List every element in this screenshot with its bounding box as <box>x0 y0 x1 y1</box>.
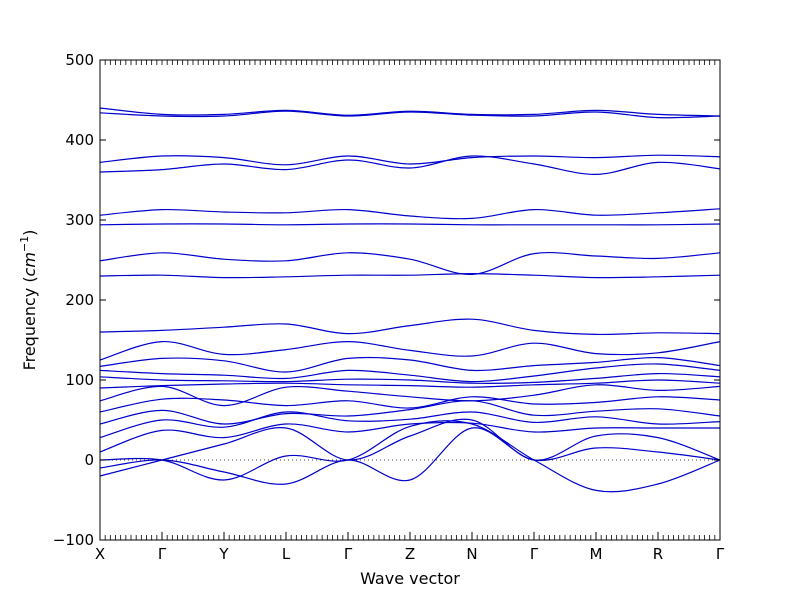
y-axis-label-exponent: −1 <box>18 236 31 252</box>
x-tick-label: Γ <box>158 545 167 563</box>
x-tick-label: Γ <box>344 545 353 563</box>
y-tick-label: −100 <box>53 531 94 549</box>
phonon-branch-12 <box>99 363 721 383</box>
phonon-branch-5 <box>99 208 721 220</box>
plot-frame <box>99 59 721 541</box>
phonon-branch-16 <box>99 396 721 413</box>
phonon-branch-14 <box>99 379 721 389</box>
phonon-branch-8 <box>99 272 721 279</box>
y-tick-label: 0 <box>84 451 94 469</box>
x-tick-label: R <box>653 545 663 563</box>
x-tick-label: M <box>590 545 603 563</box>
phonon-branch-7 <box>99 251 721 276</box>
y-axis-label-close: ) <box>20 230 39 236</box>
phonon-branch-9 <box>99 318 721 336</box>
y-tick-label: 400 <box>65 131 94 149</box>
y-tick-label: 200 <box>65 291 94 309</box>
phonon-branch-3 <box>99 154 721 166</box>
y-axis-label-unit: cm <box>20 252 39 276</box>
x-tick-label: L <box>282 545 291 563</box>
x-tick-label: N <box>466 545 477 563</box>
phonon-branch-22 <box>99 420 721 493</box>
x-tick-label: Γ <box>530 545 539 563</box>
x-tick-label: Y <box>218 545 229 563</box>
y-axis-label: Frequency (cm−1) <box>18 230 39 371</box>
phonon-branch-17 <box>99 400 721 425</box>
phonon-branch-10 <box>99 340 721 361</box>
y-axis-ticks: −100 0 100 200 300 400 500 <box>53 51 720 549</box>
phonon-branch-6 <box>99 223 721 226</box>
minor-tick-marks <box>99 60 721 540</box>
phonon-branch-21 <box>99 427 721 485</box>
x-tick-label: X <box>95 545 105 563</box>
y-tick-label: 300 <box>65 211 94 229</box>
phonon-branch-13 <box>99 372 721 384</box>
phonon-branch-15 <box>99 384 721 407</box>
x-tick-label: Z <box>405 545 415 563</box>
phonon-branch-2 <box>99 110 721 119</box>
phonon-branch-1 <box>99 107 721 117</box>
phonon-branch-18 <box>99 411 721 439</box>
x-axis-label: Wave vector <box>360 569 460 588</box>
series-layer <box>99 107 721 493</box>
phonon-branch-19 <box>99 421 720 453</box>
y-tick-label: 500 <box>65 51 94 69</box>
phonon-branch-20 <box>99 418 721 477</box>
x-tick-label: Γ <box>716 545 725 563</box>
y-axis-label-base: Frequency ( <box>20 276 39 370</box>
phonon-branch-4 <box>99 155 721 176</box>
phonon-branch-11 <box>99 356 721 373</box>
y-tick-label: 100 <box>65 371 94 389</box>
minor-ticks <box>99 60 721 540</box>
